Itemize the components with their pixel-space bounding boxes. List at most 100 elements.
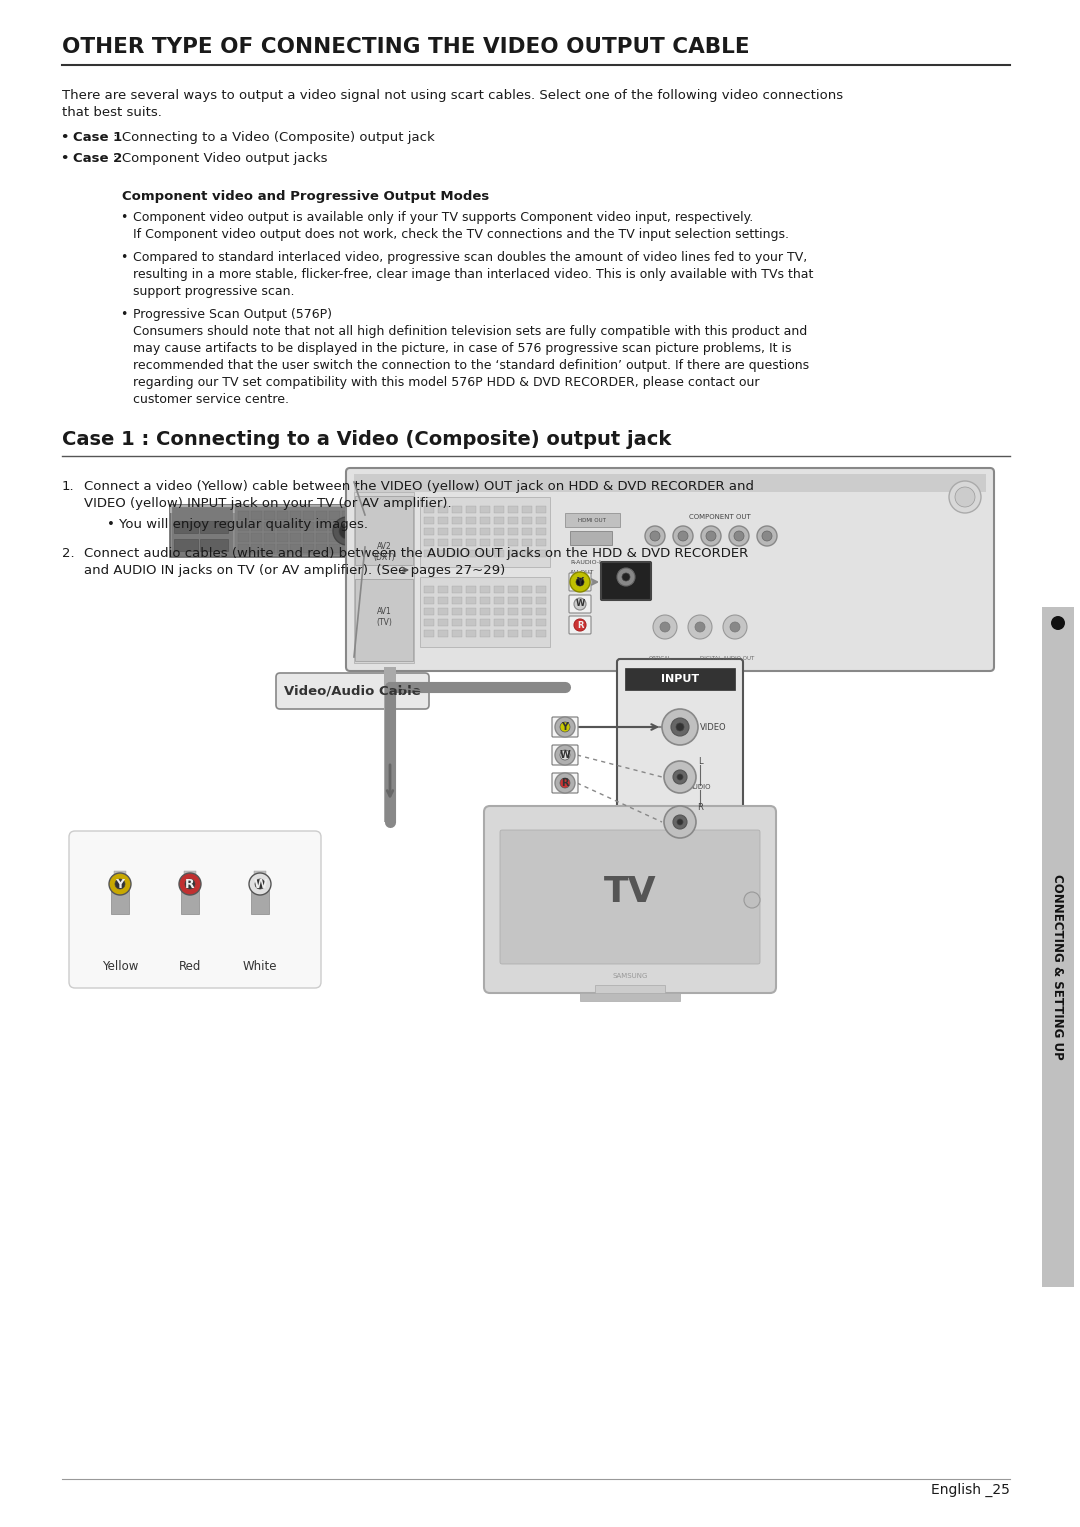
Text: R: R <box>562 777 569 788</box>
Bar <box>354 473 986 492</box>
Bar <box>355 496 413 565</box>
Bar <box>174 539 198 551</box>
Bar <box>508 608 518 615</box>
Text: Y: Y <box>562 722 568 731</box>
Bar <box>494 505 504 513</box>
Bar <box>536 608 546 615</box>
Bar <box>465 528 476 534</box>
Bar <box>595 985 665 996</box>
Text: R: R <box>697 803 703 811</box>
FancyBboxPatch shape <box>346 467 994 670</box>
Bar <box>465 608 476 615</box>
Text: Component video and Progressive Output Modes: Component video and Progressive Output M… <box>122 189 489 203</box>
Bar <box>480 550 490 557</box>
Bar <box>354 492 414 663</box>
Bar <box>235 507 360 554</box>
Bar <box>111 884 129 915</box>
Text: Case 1: Case 1 <box>73 131 122 144</box>
Text: DIGITAL AUDIO OUT: DIGITAL AUDIO OUT <box>700 657 754 661</box>
Bar <box>453 586 462 592</box>
Bar <box>453 505 462 513</box>
Bar <box>276 522 288 531</box>
Bar <box>251 533 262 542</box>
Bar <box>329 544 340 553</box>
Circle shape <box>677 818 683 825</box>
Bar <box>238 522 249 531</box>
Circle shape <box>744 892 760 909</box>
Circle shape <box>333 518 361 545</box>
Circle shape <box>653 615 677 638</box>
Bar <box>508 518 518 524</box>
FancyBboxPatch shape <box>69 831 321 988</box>
Text: Video/Audio Cable: Video/Audio Cable <box>284 684 420 698</box>
Circle shape <box>1051 615 1065 631</box>
FancyBboxPatch shape <box>569 573 591 591</box>
Bar <box>494 631 504 637</box>
Circle shape <box>345 528 350 534</box>
Circle shape <box>179 873 201 895</box>
Bar <box>316 512 327 521</box>
Bar <box>480 539 490 547</box>
Bar <box>238 544 249 553</box>
Text: Y: Y <box>116 878 124 890</box>
Bar <box>480 586 490 592</box>
Text: recommended that the user switch the connection to the ‘standard definition’ out: recommended that the user switch the con… <box>133 359 809 373</box>
Text: • You will enjoy regular quality images.: • You will enjoy regular quality images. <box>107 518 368 531</box>
Text: TV: TV <box>604 875 657 909</box>
Bar <box>480 618 490 626</box>
Circle shape <box>664 806 696 838</box>
Bar <box>303 533 314 542</box>
Text: AV OUT: AV OUT <box>570 570 594 576</box>
Text: may cause artifacts to be displayed in the picture, in case of 576 progressive s: may cause artifacts to be displayed in t… <box>133 342 792 354</box>
Text: : Component Video output jacks: : Component Video output jacks <box>109 153 327 165</box>
FancyBboxPatch shape <box>569 596 591 612</box>
Bar <box>480 518 490 524</box>
FancyBboxPatch shape <box>569 615 591 634</box>
Bar <box>480 608 490 615</box>
Circle shape <box>114 880 125 889</box>
Circle shape <box>109 873 131 895</box>
Bar <box>329 533 340 542</box>
Bar <box>424 608 434 615</box>
Bar <box>465 586 476 592</box>
Circle shape <box>730 621 740 632</box>
Bar <box>264 544 275 553</box>
Bar <box>264 533 275 542</box>
Text: Connect a video (Yellow) cable between the VIDEO (yellow) OUT jack on HDD & DVD : Connect a video (Yellow) cable between t… <box>84 479 754 493</box>
FancyBboxPatch shape <box>484 806 777 993</box>
Circle shape <box>664 760 696 793</box>
Bar <box>494 528 504 534</box>
Bar <box>453 528 462 534</box>
Bar <box>522 518 532 524</box>
Bar <box>625 667 735 690</box>
Circle shape <box>185 880 195 889</box>
Bar <box>453 550 462 557</box>
Text: support progressive scan.: support progressive scan. <box>133 286 295 298</box>
Bar <box>424 631 434 637</box>
Circle shape <box>555 773 575 793</box>
Bar <box>465 518 476 524</box>
Bar <box>522 505 532 513</box>
Bar <box>342 544 353 553</box>
Bar <box>291 522 301 531</box>
Circle shape <box>677 774 683 780</box>
Bar <box>1042 608 1074 1287</box>
FancyBboxPatch shape <box>170 505 365 557</box>
Text: INPUT: INPUT <box>661 673 699 684</box>
Text: VIDEO: VIDEO <box>700 722 727 731</box>
Bar <box>480 505 490 513</box>
Bar <box>174 521 198 533</box>
Bar <box>438 518 448 524</box>
Circle shape <box>723 615 747 638</box>
Text: VIDEO: VIDEO <box>616 586 636 591</box>
Text: •: • <box>120 211 127 224</box>
Bar <box>570 531 612 545</box>
Text: 1.: 1. <box>62 479 75 493</box>
Bar <box>291 533 301 542</box>
Text: W: W <box>253 878 267 890</box>
Circle shape <box>650 531 660 541</box>
Bar <box>438 618 448 626</box>
Text: •: • <box>60 131 68 144</box>
Circle shape <box>573 618 586 631</box>
Text: W: W <box>576 600 584 608</box>
